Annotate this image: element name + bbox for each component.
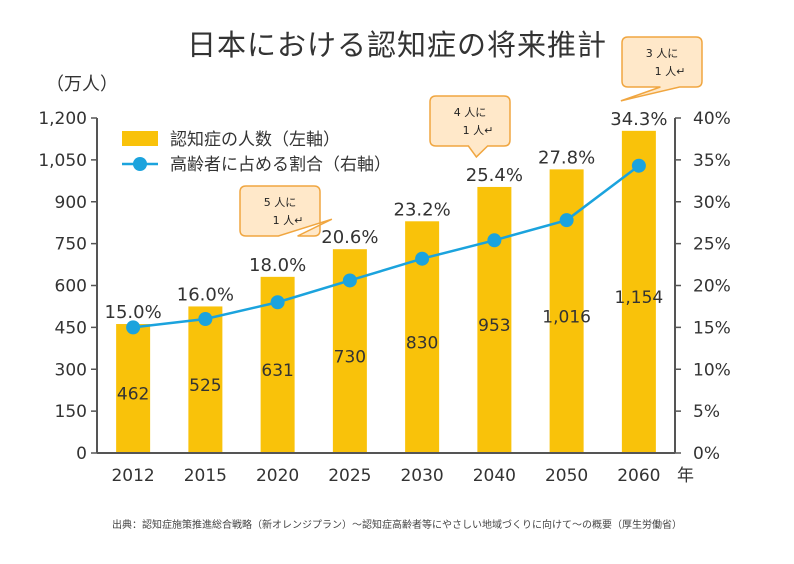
left-tick-label: 300	[55, 360, 87, 380]
x-tick-label: 2012	[111, 466, 154, 486]
left-tick-label: 900	[55, 193, 87, 213]
bar	[116, 324, 151, 453]
bar-value-label: 525	[189, 376, 221, 396]
callout-line-1: 3 人に	[646, 47, 679, 60]
x-tick-label: 2015	[184, 466, 227, 486]
x-axis-ticks: 2012 2015 2020 2025 2030 2040 2050 2060 年	[111, 466, 694, 486]
callout-bubble	[239, 185, 333, 237]
right-tick-label: 35%	[693, 151, 731, 171]
callout-line-2: 1 人↵	[655, 65, 686, 78]
percent-point	[415, 251, 430, 266]
right-tick-label: 10%	[693, 360, 731, 380]
callout-line-2: 1 人↵	[463, 124, 494, 137]
callout-line-1: 5 人に	[264, 196, 297, 209]
right-tick-label: 15%	[693, 318, 731, 338]
x-tick-label: 2050	[545, 466, 588, 486]
bar-value-label: 830	[406, 333, 438, 353]
left-tick-label: 1,050	[38, 151, 87, 171]
bar	[477, 186, 512, 453]
right-tick-label: 25%	[693, 235, 731, 255]
percent-label: 23.2%	[394, 199, 451, 220]
x-tick-label: 2040	[473, 466, 516, 486]
bar-value-label: 631	[261, 361, 293, 381]
bar-value-label: 953	[478, 316, 510, 336]
legend-swatch-point	[133, 157, 147, 171]
percent-labels: 15.0% 16.0% 18.0% 20.6% 23.2% 25.4% 27.8% 34.3%	[105, 109, 668, 323]
bar-value-label: 730	[334, 347, 366, 367]
bar-value-label: 1,154	[615, 288, 664, 308]
x-tick-label: 2060	[617, 466, 660, 486]
x-tick-label: 2030	[400, 466, 443, 486]
bar-value-label: 1,016	[542, 307, 591, 327]
bar	[188, 306, 223, 453]
left-axis-unit: （万人）	[46, 74, 118, 95]
percent-label: 18.0%	[249, 255, 306, 276]
x-tick-label: 2025	[328, 466, 371, 486]
percent-point	[631, 158, 646, 173]
chart-title: 日本における認知症の将来推計	[186, 28, 607, 62]
right-tick-label: 0%	[693, 444, 720, 464]
legend-swatch-bar	[122, 131, 158, 146]
right-tick-label: 40%	[693, 109, 731, 129]
left-tick-label: 0	[76, 444, 87, 464]
x-axis-unit: 年	[677, 466, 694, 486]
callout-line-1: 4 人に	[454, 106, 487, 119]
percent-point	[342, 273, 357, 288]
callout-bubble	[429, 95, 511, 159]
left-tick-label: 450	[55, 318, 87, 338]
legend-label-line: 高齢者に占める割合（右軸）	[170, 155, 391, 175]
x-tick-label: 2020	[256, 466, 299, 486]
percent-label: 20.6%	[321, 227, 378, 248]
percent-label: 16.0%	[177, 284, 234, 305]
left-axis-ticks: 0 150 300 450 600 750 900 1,050 1,200	[38, 109, 97, 464]
callout: 3 人に 1 人↵	[620, 36, 703, 102]
percent-label: 34.3%	[610, 109, 667, 130]
percent-point	[487, 233, 502, 248]
bar	[621, 130, 656, 453]
percent-point	[126, 320, 141, 335]
percent-point	[270, 295, 285, 310]
left-tick-label: 750	[55, 235, 87, 255]
callout: 5 人に 1 人↵	[239, 185, 333, 237]
right-axis-ticks: 0% 5% 10% 15% 20% 25% 30% 35% 40%	[675, 109, 731, 464]
percent-label: 25.4%	[466, 165, 523, 186]
axes	[96, 118, 676, 454]
callout: 4 人に 1 人↵	[429, 95, 511, 159]
right-tick-label: 5%	[693, 402, 720, 422]
right-tick-label: 30%	[693, 193, 731, 213]
percent-line	[132, 164, 640, 329]
bar-value-label: 462	[117, 385, 149, 405]
right-tick-label: 20%	[693, 277, 731, 297]
callout-line-2: 1 人↵	[273, 214, 304, 227]
source-note: 出典：認知症施策推進総合戦略（新オレンジプラン）～認知症高齢者等にやさしい地域づ…	[112, 520, 682, 531]
left-tick-label: 1,200	[38, 109, 87, 129]
percent-label: 27.8%	[538, 147, 595, 168]
legend-label-bar: 認知症の人数（左軸）	[170, 130, 340, 150]
percent-point	[198, 312, 213, 326]
left-tick-label: 600	[55, 277, 87, 297]
line-series	[126, 158, 646, 335]
callout-bubble	[620, 36, 703, 102]
legend: 認知症の人数（左軸） 高齢者に占める割合（右軸）	[122, 130, 391, 175]
percent-point	[559, 213, 574, 228]
callouts: 5 人に 1 人↵ 4 人に 1 人↵ 3 人に 1 人↵	[239, 36, 703, 237]
percent-label: 15.0%	[105, 302, 162, 323]
left-tick-label: 150	[55, 402, 87, 422]
